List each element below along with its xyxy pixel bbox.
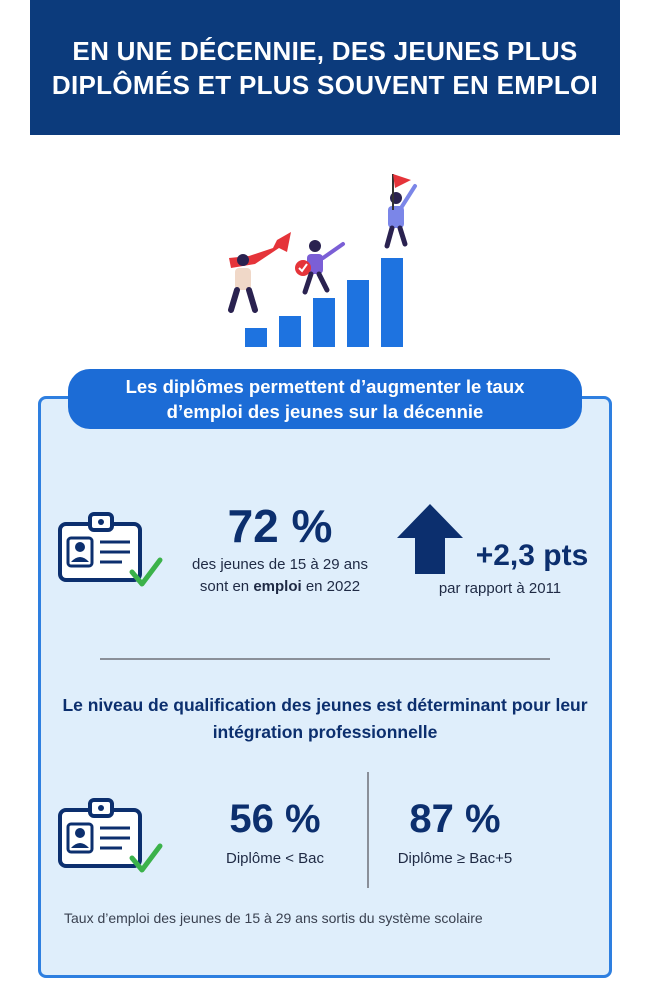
stats-panel (38, 396, 612, 978)
change-value: +2,3 pts (475, 539, 589, 572)
footnote: Taux d’emploi des jeunes de 15 à 29 ans … (64, 910, 483, 926)
growth-bar-chart-people-icon (228, 174, 417, 347)
page-title: EN UNE DÉCENNIE, DES JEUNES PLUS DIPLÔMÉ… (51, 35, 599, 100)
vertical-divider (367, 772, 369, 888)
section-divider (100, 658, 550, 660)
qualification-subheading: Le niveau de qualification des jeunes es… (62, 695, 588, 742)
employment-rate-description: des jeunes de 15 à 29 ans sont en emploi… (192, 556, 368, 595)
id-card-check-icon (58, 798, 163, 873)
section-heading: Les diplômes permettent d’augmenter le t… (68, 369, 582, 429)
header-banner: EN UNE DÉCENNIE, DES JEUNES PLUS DIPLÔMÉ… (30, 0, 620, 135)
low-qualification-rate: 56 % (229, 797, 321, 841)
change-description: par rapport à 2011 (438, 580, 562, 597)
high-qualification-label: Diplôme ≥ Bac+5 (397, 850, 513, 867)
low-qualification-label: Diplôme < Bac (226, 850, 324, 867)
arrow-up-icon (397, 504, 463, 574)
id-card-check-icon (58, 512, 163, 587)
high-qualification-rate: 87 % (409, 797, 501, 841)
employment-rate-value: 72 % (227, 500, 333, 552)
